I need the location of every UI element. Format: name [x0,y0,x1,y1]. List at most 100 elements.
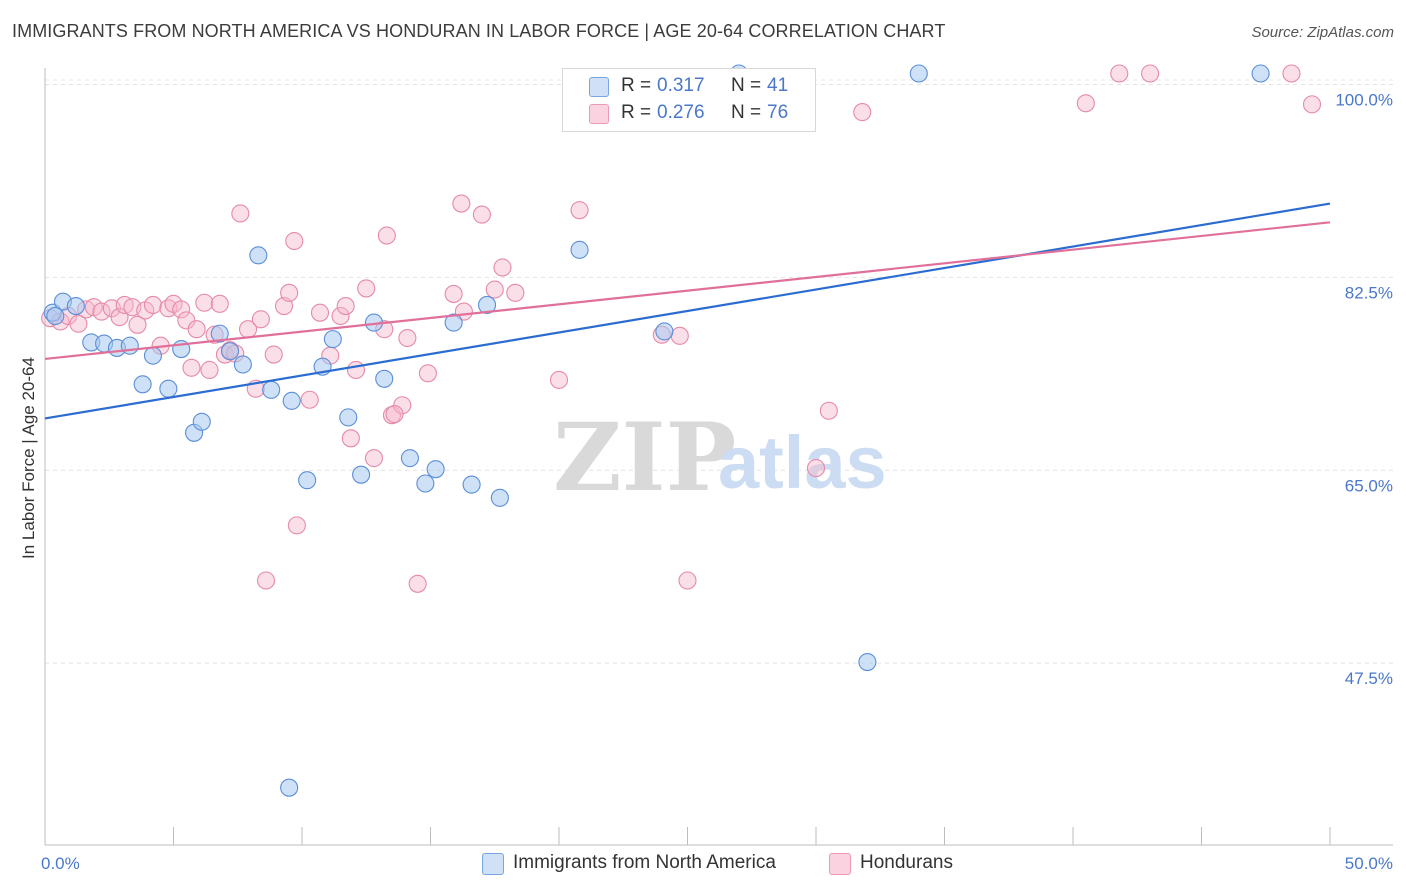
point-honduran [69,314,88,333]
point-honduran [806,459,826,478]
point-north-america [400,449,419,468]
x-tick-label: 0.0% [41,854,80,873]
point-honduran [110,308,129,327]
point-north-america [416,474,435,493]
trend-line-hondurans [44,221,1331,361]
bottom-legend-swatch-north-america [482,853,504,875]
point-north-america [66,297,85,316]
point-honduran [472,205,491,224]
point-honduran [300,390,319,409]
stats-legend: R = 0.317 N = 41 R = 0.276 N = 76 [562,68,816,132]
point-honduran [182,358,201,377]
point-north-america [570,240,589,259]
point-north-america [143,346,162,365]
point-honduran [493,258,512,277]
point-honduran [251,310,270,329]
series-immigrants-north-america [43,64,1270,797]
tick-labels: 100.0% 82.5% 65.0% 47.5% 0.0% 50.0% [41,91,1393,873]
point-north-america [655,322,674,341]
point-north-america [909,64,928,83]
point-honduran [92,302,111,321]
point-honduran [143,295,162,315]
y-tick-label: 47.5% [1345,669,1393,688]
legend-r-value: 0.317 [657,75,705,96]
point-honduran [341,429,360,448]
point-honduran [418,364,437,383]
legend-swatch-north-america [589,77,609,97]
point-honduran [1302,95,1322,114]
point-north-america [159,379,178,398]
point-north-america [280,778,299,797]
series-hondurans [41,64,1322,593]
point-north-america [120,336,139,355]
source-label: Source: ZipAtlas.com [1251,24,1394,41]
y-axis-label: In Labor Force | Age 20-64 [19,357,38,559]
x-tick-label: 50.0% [1345,854,1393,873]
point-honduran [172,300,191,319]
point-honduran [195,293,214,312]
watermark-atlas: atlas [718,421,887,504]
y-tick-label: 82.5% [1345,283,1393,302]
trend-lines [44,202,1331,420]
point-honduran [506,283,525,302]
point-north-america [249,246,268,265]
point-honduran [444,284,463,303]
point-honduran [187,320,206,339]
point-north-america [375,369,394,388]
point-honduran [1110,64,1129,83]
point-honduran [678,571,697,590]
point-honduran [346,360,366,380]
point-honduran [819,401,838,420]
point-honduran [200,360,219,380]
point-north-america [220,342,240,361]
point-honduran [485,280,504,299]
chart-title: IMMIGRANTS FROM NORTH AMERICA VS HONDURA… [12,21,946,41]
legend-r-value: 0.276 [657,102,705,123]
point-north-america [490,488,509,507]
point-north-america [192,412,211,431]
y-tick-label: 100.0% [1335,91,1393,110]
point-north-america [352,465,371,484]
point-honduran [398,328,417,348]
point-honduran [231,204,250,223]
point-north-america [477,295,497,315]
point-north-america [462,475,481,494]
point-honduran [408,574,427,593]
legend-r-label: R = [621,102,652,123]
point-honduran [452,194,471,213]
point-honduran [853,103,872,122]
point-north-america [323,330,342,349]
point-honduran [570,201,589,220]
point-honduran [210,294,229,313]
point-north-america [210,324,229,343]
point-north-america [133,375,152,394]
y-tick-label: 65.0% [1345,476,1393,495]
point-honduran [1076,94,1095,113]
point-north-america [426,460,445,479]
point-honduran [128,315,147,334]
watermark: ZIP atlas [553,403,887,513]
point-honduran [1141,64,1160,83]
bottom-legend-label: Hondurans [860,852,953,873]
point-north-america [298,471,317,490]
legend-n-value: 76 [767,102,789,123]
point-honduran [287,516,306,535]
point-north-america [233,355,252,374]
point-honduran [280,283,299,302]
point-honduran [385,405,404,424]
point-honduran [285,231,304,251]
legend-swatch-hondurans [589,104,609,124]
point-north-america [339,408,358,427]
legend-n-value: 41 [767,75,789,96]
point-north-america [282,391,301,410]
trend-line-north-america [44,202,1331,420]
point-honduran [1282,64,1301,83]
point-honduran [310,303,330,322]
point-north-america [858,652,877,672]
point-honduran [377,226,396,245]
bottom-legend-swatch-hondurans [829,853,851,875]
legend-r-label: R = [621,75,652,96]
point-honduran [331,306,350,326]
point-north-america [262,380,281,399]
